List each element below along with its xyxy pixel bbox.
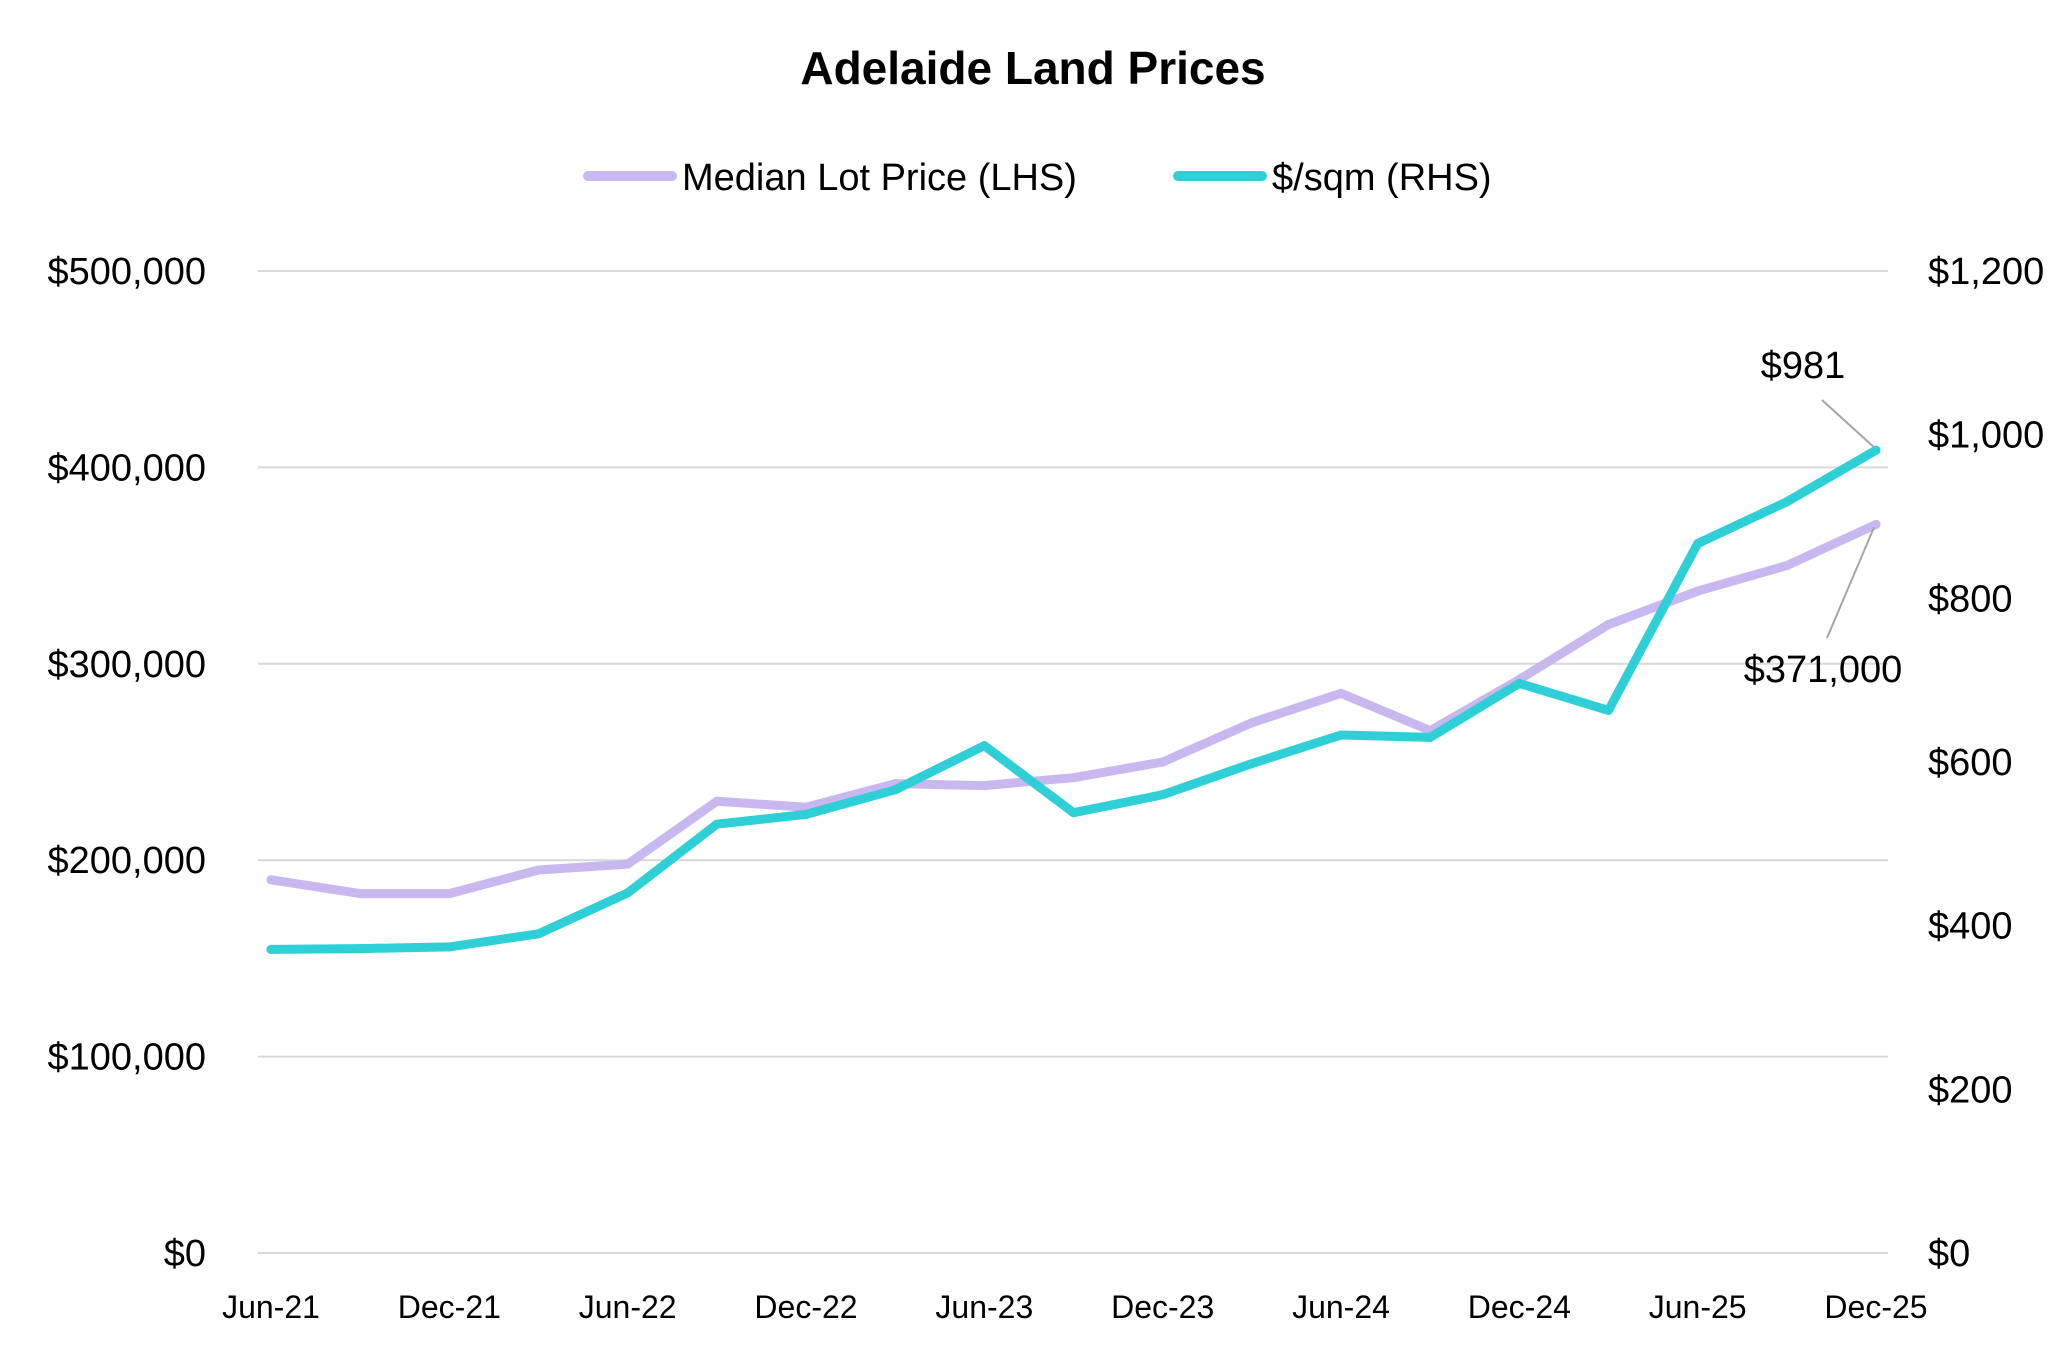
x-tick-label: Dec-21 <box>398 1289 501 1325</box>
data-point <box>355 889 365 899</box>
series-median-lot-price-lhs <box>266 519 1881 899</box>
data-point <box>1782 561 1792 571</box>
data-point <box>1693 586 1703 596</box>
data-point <box>890 785 900 795</box>
data-point <box>1604 620 1613 630</box>
legend-label-price-per-sqm: $/sqm (RHS) <box>1272 157 1492 199</box>
annotation-label: $371,000 <box>1744 649 1903 691</box>
data-point <box>1158 790 1168 800</box>
data-point <box>1158 757 1168 767</box>
data-point <box>1069 773 1078 783</box>
legend-label-median-lot-price: Median Lot Price (LHS) <box>682 157 1077 199</box>
data-point <box>266 944 276 954</box>
data-point <box>712 819 722 829</box>
annotations: $981 $371,000 <box>1744 345 1903 691</box>
x-axis: Jun-21 Dec-21 Jun-22 Dec-22 Jun-23 Dec-23 Jun-… <box>222 1289 1928 1325</box>
data-point <box>979 741 989 751</box>
x-tick-label: Dec-25 <box>1824 1289 1927 1325</box>
data-point <box>1782 497 1792 507</box>
data-point <box>1425 732 1435 742</box>
annotation-median-lot-price-lhs: $371,000 <box>1744 526 1903 691</box>
series-sqm-rhs <box>266 445 1881 954</box>
data-point <box>355 944 365 954</box>
data-point <box>444 942 454 952</box>
chart-title: Adelaide Land Prices <box>800 42 1265 94</box>
data-point <box>979 781 989 791</box>
data-point <box>623 859 633 869</box>
data-point <box>1336 730 1346 740</box>
data-point <box>1514 678 1524 688</box>
x-tick-label: Dec-23 <box>1111 1289 1214 1325</box>
annotation-label: $981 <box>1761 345 1846 387</box>
right-tick-label: $1,000 <box>1928 415 2044 457</box>
annotation-sqm-rhs: $981 <box>1761 345 1875 448</box>
right-tick-label: $600 <box>1928 742 2013 784</box>
x-tick-label: Jun-21 <box>222 1289 320 1325</box>
left-tick-label: $400,000 <box>48 447 207 489</box>
right-y-axis: $0 $200 $400 $600 $800 $1,000 $1,200 <box>1928 251 2044 1275</box>
series <box>266 445 1881 954</box>
gridlines <box>258 270 1888 1254</box>
x-tick-label: Dec-24 <box>1468 1289 1571 1325</box>
data-point <box>534 865 543 875</box>
x-tick-label: Jun-22 <box>579 1289 677 1325</box>
left-tick-label: $200,000 <box>48 840 207 882</box>
data-point <box>534 929 543 939</box>
annotation-leader-line <box>1826 526 1875 639</box>
data-point <box>1247 759 1257 769</box>
data-point <box>1604 705 1613 715</box>
left-y-axis: $0 $100,000 $200,000 $300,000 $400,000 $500,0… <box>48 251 207 1275</box>
data-point <box>1336 688 1346 698</box>
x-tick-label: Jun-23 <box>935 1289 1033 1325</box>
left-tick-label: $0 <box>164 1233 206 1275</box>
data-point <box>1693 539 1703 549</box>
data-point <box>1871 519 1881 529</box>
left-tick-label: $300,000 <box>48 644 207 686</box>
annotation-leader-line <box>1821 399 1875 448</box>
right-tick-label: $1,200 <box>1928 251 2044 293</box>
right-tick-label: $800 <box>1928 578 2013 620</box>
data-point <box>801 809 811 819</box>
data-point <box>623 888 633 898</box>
right-tick-label: $0 <box>1928 1233 1970 1275</box>
right-tick-label: $400 <box>1928 906 2013 948</box>
legend: Median Lot Price (LHS) $/sqm (RHS) <box>583 157 1492 199</box>
x-tick-label: Jun-24 <box>1292 1289 1390 1325</box>
data-point <box>1069 808 1078 818</box>
data-point <box>1871 445 1881 455</box>
data-point <box>444 889 454 899</box>
data-point <box>712 796 722 806</box>
data-point <box>1247 718 1257 728</box>
right-tick-label: $200 <box>1928 1069 2013 1111</box>
x-tick-label: Dec-22 <box>754 1289 857 1325</box>
data-point <box>266 875 276 885</box>
left-tick-label: $500,000 <box>48 251 207 293</box>
x-tick-label: Jun-25 <box>1649 1289 1747 1325</box>
left-tick-label: $100,000 <box>48 1037 207 1079</box>
